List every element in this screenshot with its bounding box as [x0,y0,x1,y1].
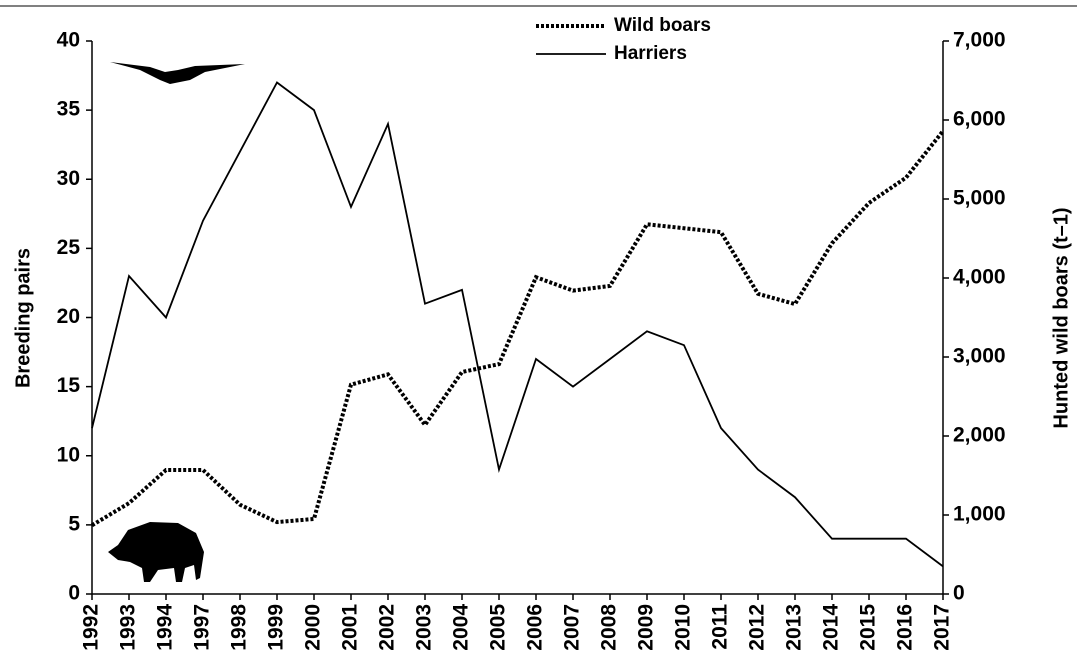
x-tick-label: 2009 [635,604,658,651]
x-tick-label: 2004 [450,604,473,651]
y-tick-label: 35 [57,98,81,121]
x-tick-label: 2012 [746,604,769,651]
y-tick-label: 25 [57,236,81,259]
x-tick-label: 1999 [265,604,288,651]
y2-tick-label: 7,000 [953,29,1006,52]
x-tick-label: 2005 [487,604,510,651]
x-tick-label: 2001 [339,604,362,651]
x-tick-label: 2010 [672,604,695,651]
x-tick-label: 2015 [857,604,880,651]
legend-label: Wild boars [614,15,711,36]
y2-axis-title: Hunted wild boars (t–1) [1050,207,1072,428]
x-tick-label: 2006 [524,604,547,651]
x-tick-label: 2013 [783,604,806,651]
series-line [90,129,945,527]
x-tick-label: 2007 [561,604,584,651]
x-tick-label: 2003 [413,604,436,651]
harrier-icon [110,62,245,84]
x-tick-label: 1993 [117,604,140,651]
y2-tick-label: 6,000 [953,108,1006,131]
y-tick-label: 20 [57,305,80,328]
x-tick-label: 2016 [894,604,917,651]
x-tick-label: 2017 [931,604,954,651]
y2-tick-label: 0 [953,582,965,605]
y-tick-label: 10 [57,443,80,466]
x-tick-label: 1992 [80,604,103,651]
y2-tick-label: 4,000 [953,266,1006,289]
x-tick-label: 1994 [154,604,177,651]
y2-tick-label: 2,000 [953,424,1006,447]
y-axis-title: Breeding pairs [12,248,34,388]
y-tick-label: 15 [57,374,81,397]
y2-tick-label: 1,000 [953,503,1006,526]
legend-label: Harriers [614,43,687,64]
boar-icon [108,522,204,582]
y-tick-label: 5 [68,512,80,535]
x-tick-label: 2008 [598,604,621,651]
y2-tick-label: 5,000 [953,187,1006,210]
x-tick-label: 1998 [228,604,251,651]
y2-tick-label: 3,000 [953,345,1006,368]
y-tick-label: 40 [57,29,80,52]
y-tick-label: 0 [68,582,80,605]
series-line [91,81,944,568]
y-tick-label: 30 [57,167,80,190]
x-tick-label: 1997 [191,604,214,651]
x-tick-label: 2002 [376,604,399,651]
x-tick-label: 2011 [709,604,732,650]
x-tick-label: 2000 [302,604,325,651]
x-tick-label: 2014 [820,604,843,651]
